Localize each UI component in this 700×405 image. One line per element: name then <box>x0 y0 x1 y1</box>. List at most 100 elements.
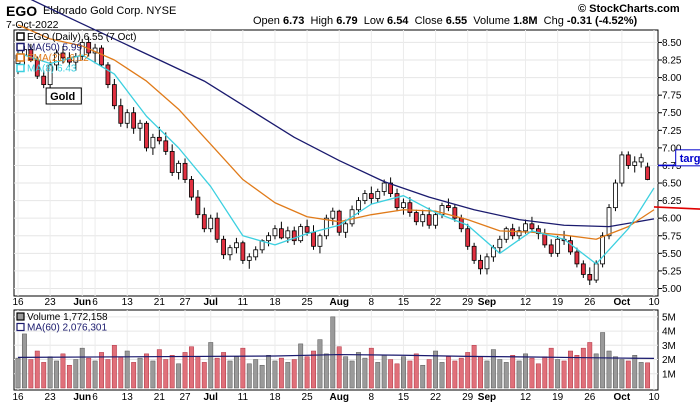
candle-up <box>47 64 53 86</box>
candle-up <box>401 202 406 209</box>
date-tick-label-bottom: Oct <box>614 392 631 403</box>
volume-bar <box>445 356 451 389</box>
candle-down <box>214 217 220 240</box>
candle-up <box>285 230 291 239</box>
date-tick-label: 12 <box>520 297 532 308</box>
volume-bar <box>561 360 567 389</box>
volume-bar <box>343 356 349 389</box>
quote-summary: Open 6.73 High 6.79 Low 6.54 Close 6.55 … <box>253 15 637 27</box>
annotation-box <box>675 149 700 167</box>
legend-entry: EMA(21) 6.12 <box>27 53 89 64</box>
candle-down <box>291 230 297 242</box>
candle-down <box>452 207 458 219</box>
price-tick-label: 5.50 <box>662 249 682 260</box>
volume-bar <box>99 352 104 389</box>
volume-bar <box>253 359 259 389</box>
price-tick-label: 8.50 <box>662 38 682 49</box>
date-tick-label: 10 <box>648 297 660 308</box>
volume-bar <box>137 357 143 389</box>
volume-bar <box>156 349 162 389</box>
volume-bar <box>291 359 297 389</box>
ticker-symbol: EGO <box>6 3 38 19</box>
volume-bar <box>163 359 169 389</box>
price-tick-label: 7.00 <box>662 143 682 154</box>
date-tick-label: 15 <box>398 297 410 308</box>
volume-bar <box>86 357 92 389</box>
volume-bar <box>638 362 644 389</box>
volume-legend-entry: MA(60) 2,076,301 <box>27 323 107 334</box>
candle-up <box>124 112 130 124</box>
volume-bar <box>542 356 548 389</box>
legend-swatch <box>16 32 25 41</box>
volume-bar <box>131 362 137 389</box>
candle-down <box>574 251 580 265</box>
date-tick-label-bottom: 15 <box>398 392 410 403</box>
grid-lines <box>14 30 658 390</box>
candle-up <box>606 207 612 237</box>
date-tick-label: 8 <box>369 297 375 308</box>
volume-bar <box>118 356 124 389</box>
volume-legend-swatch <box>16 312 25 321</box>
volume-bar <box>150 360 156 389</box>
volume-bar <box>356 352 361 389</box>
volume-bar <box>189 346 194 389</box>
date-tick-label-bottom: 27 <box>179 392 191 403</box>
chg-label: Chg <box>543 15 564 27</box>
date-tick-label-bottom: 21 <box>154 392 166 403</box>
candle-down <box>304 226 310 233</box>
candle-up <box>497 238 503 249</box>
price-tick-label: 8.25 <box>662 56 682 67</box>
candle-up <box>375 191 381 199</box>
date-tick-label: Oct <box>614 297 631 308</box>
volume-bar <box>510 355 516 389</box>
volume-bar <box>221 352 227 389</box>
candle-down <box>60 52 66 59</box>
volume-bar <box>516 360 522 389</box>
low-label: Low <box>363 15 384 27</box>
volume-bar <box>388 359 394 389</box>
volume-bar <box>381 355 387 389</box>
gold-label: Gold <box>45 87 82 105</box>
volume-bar <box>195 356 201 389</box>
date-tick-label: 6 <box>92 297 98 308</box>
volume-bar <box>523 353 528 389</box>
date-tick-label-bottom: 22 <box>430 392 442 403</box>
moving-average-lines <box>17 0 655 265</box>
volume-ma60-path <box>17 353 655 359</box>
volume-bar <box>420 364 426 389</box>
candle-up <box>619 154 625 184</box>
candle-up <box>323 217 329 237</box>
date-tick-label: 13 <box>122 297 134 308</box>
date-tick-label-bottom: 12 <box>520 392 532 403</box>
volume-bar <box>484 360 490 389</box>
date-tick-label: 16 <box>12 297 24 308</box>
candle-down <box>394 193 400 209</box>
candle-down <box>163 140 169 152</box>
volume-bar <box>587 342 593 389</box>
candle-up <box>484 256 490 270</box>
candle-down <box>529 223 535 230</box>
volume-bar <box>285 362 291 389</box>
date-tick-label-bottom: 19 <box>552 392 564 403</box>
candle-up <box>266 235 271 242</box>
candle-down <box>279 228 284 239</box>
date-tick-label-bottom: 16 <box>12 392 24 403</box>
volume-bar <box>28 359 34 389</box>
volume-bar <box>182 352 188 389</box>
candle-up <box>638 157 644 163</box>
candle-down <box>535 228 541 235</box>
volume-bar <box>593 353 599 389</box>
candle-down <box>413 212 419 223</box>
volume-bar <box>15 357 21 389</box>
legend-entry: MA(8) 6.43 <box>27 64 77 75</box>
target-label: target 6.75 <box>675 149 700 167</box>
volume-bar <box>304 356 310 389</box>
candle-down <box>465 228 471 247</box>
legend-swatch <box>16 42 25 52</box>
volume-bar <box>144 353 149 389</box>
volume-bar <box>471 345 477 389</box>
volume-bar <box>478 356 483 389</box>
candle-down <box>407 202 413 213</box>
candle-down <box>182 162 188 180</box>
price-tick-label: 6.50 <box>662 179 682 190</box>
